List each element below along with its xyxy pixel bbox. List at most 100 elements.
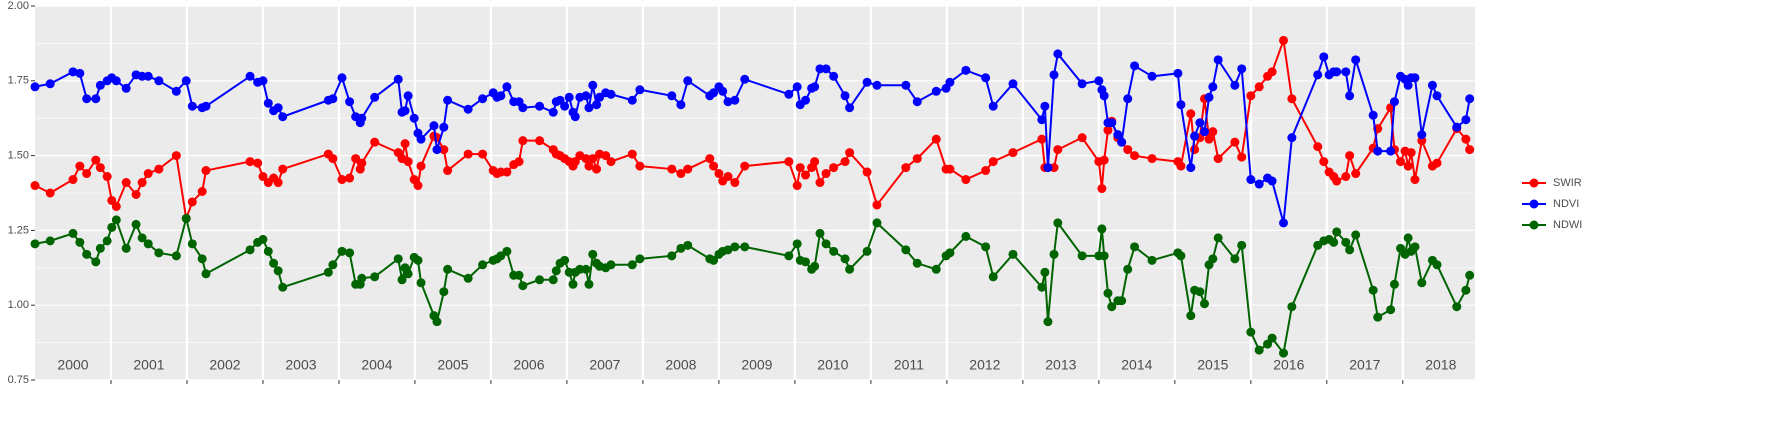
- data-point: [439, 145, 449, 155]
- data-point: [1123, 264, 1133, 274]
- data-point: [723, 245, 733, 255]
- data-point: [258, 234, 268, 244]
- data-point: [676, 100, 686, 110]
- data-point: [730, 242, 740, 252]
- data-point: [1037, 282, 1047, 292]
- data-point: [1186, 109, 1196, 119]
- data-point: [1396, 157, 1406, 167]
- data-point: [187, 197, 197, 207]
- data-point: [1313, 70, 1323, 80]
- data-point: [323, 267, 333, 277]
- data-point: [403, 91, 413, 101]
- data-point: [1319, 52, 1329, 62]
- data-point: [30, 82, 40, 92]
- data-point: [1417, 278, 1427, 288]
- data-point: [514, 157, 524, 167]
- data-point: [1287, 94, 1297, 104]
- data-point: [95, 80, 105, 90]
- data-point: [1199, 299, 1209, 309]
- data-point: [784, 157, 794, 167]
- data-point: [570, 112, 580, 122]
- data-point: [1452, 302, 1462, 312]
- data-point: [840, 157, 850, 167]
- legend-label: NDVI: [1553, 198, 1579, 210]
- data-point: [102, 172, 112, 182]
- data-point: [154, 76, 164, 86]
- data-point: [667, 164, 677, 174]
- year-label: 2017: [1349, 357, 1380, 373]
- data-point: [1195, 118, 1205, 128]
- data-point: [1099, 251, 1109, 261]
- data-point: [1147, 255, 1157, 265]
- data-point: [1107, 118, 1117, 128]
- data-point: [1147, 71, 1157, 81]
- data-point: [714, 169, 724, 179]
- data-point: [981, 166, 991, 176]
- data-point: [1186, 163, 1196, 173]
- data-point: [588, 154, 598, 164]
- data-point: [187, 101, 197, 111]
- data-point: [413, 255, 423, 265]
- data-point: [197, 187, 207, 197]
- data-point: [143, 239, 153, 249]
- data-point: [1208, 127, 1218, 137]
- data-point: [635, 254, 645, 264]
- data-point: [82, 249, 92, 259]
- data-point: [1406, 148, 1416, 158]
- data-point: [560, 255, 570, 265]
- data-point: [931, 86, 941, 96]
- data-point: [45, 236, 55, 246]
- data-point: [931, 134, 941, 144]
- data-point: [345, 97, 355, 107]
- data-point: [845, 264, 855, 274]
- data-point: [988, 101, 998, 111]
- data-point: [1368, 110, 1378, 120]
- data-point: [1389, 97, 1399, 107]
- data-point: [1176, 161, 1186, 171]
- data-point: [1130, 151, 1140, 161]
- data-point: [1077, 133, 1087, 143]
- data-point: [667, 91, 677, 101]
- data-point: [357, 113, 367, 123]
- data-point: [845, 103, 855, 113]
- data-point: [1351, 55, 1361, 65]
- data-point: [1077, 79, 1087, 89]
- data-point: [1254, 82, 1264, 92]
- data-point: [1410, 242, 1420, 252]
- data-point: [1465, 270, 1475, 280]
- data-point: [548, 107, 558, 117]
- data-point: [518, 281, 528, 291]
- data-point: [1113, 130, 1123, 140]
- data-point: [137, 233, 147, 243]
- data-point: [429, 121, 439, 131]
- data-point: [961, 65, 971, 75]
- data-point: [1427, 80, 1437, 90]
- data-point: [337, 73, 347, 83]
- data-point: [1267, 67, 1277, 77]
- data-point: [273, 266, 283, 276]
- data-point: [1008, 249, 1018, 259]
- data-point: [91, 257, 101, 267]
- data-point: [792, 239, 802, 249]
- data-point: [400, 106, 410, 116]
- year-label: 2002: [209, 357, 240, 373]
- data-point: [181, 213, 191, 223]
- data-point: [171, 251, 181, 261]
- data-point: [502, 167, 512, 177]
- data-point: [581, 154, 591, 164]
- data-point: [1351, 230, 1361, 240]
- data-point: [564, 92, 574, 102]
- data-point: [792, 82, 802, 92]
- legend-marker: [1529, 199, 1539, 209]
- data-point: [1053, 49, 1063, 59]
- data-point: [91, 94, 101, 104]
- data-point: [463, 149, 473, 159]
- data-point: [263, 246, 273, 256]
- year-label: 2015: [1197, 357, 1228, 373]
- data-point: [1345, 245, 1355, 255]
- data-point: [840, 254, 850, 264]
- data-point: [337, 246, 347, 256]
- data-point: [988, 157, 998, 167]
- data-point: [1107, 302, 1117, 312]
- data-point: [1213, 55, 1223, 65]
